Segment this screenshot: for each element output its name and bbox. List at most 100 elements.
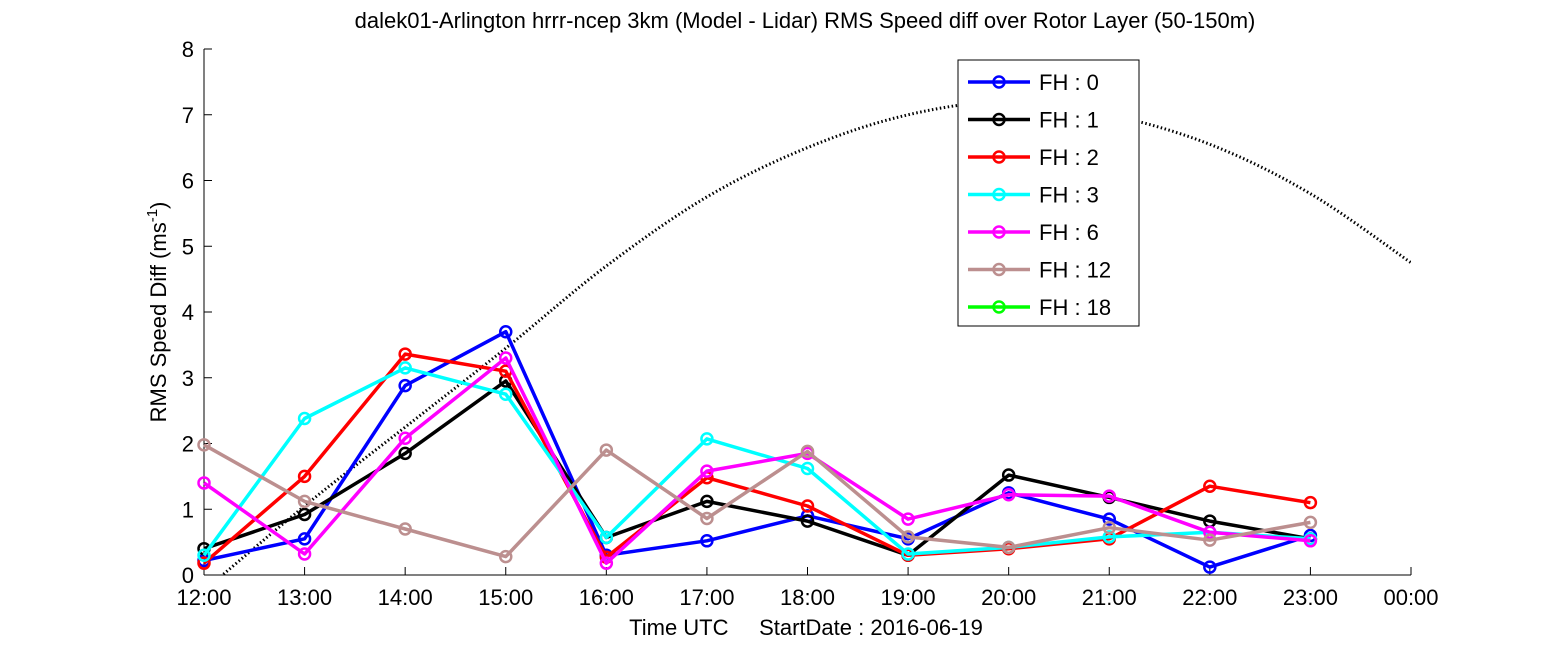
data-point — [1303, 534, 1318, 548]
data-point — [1303, 515, 1318, 530]
legend-entry: FH : 2 — [968, 145, 1099, 170]
data-point — [398, 361, 412, 375]
series-line — [202, 356, 1311, 565]
x-tick-label: 18:00 — [780, 585, 835, 610]
data-point — [1203, 560, 1217, 574]
data-point — [1203, 525, 1217, 540]
x-tick-label: 20:00 — [981, 585, 1036, 610]
legend-label: FH : 1 — [1039, 108, 1099, 133]
data-point — [1001, 488, 1016, 502]
legend-entry: FH : 12 — [968, 258, 1111, 283]
data-point — [1102, 530, 1116, 544]
y-tick-label: 6 — [182, 169, 194, 194]
data-point — [800, 499, 815, 513]
plot-area — [203, 49, 1411, 576]
y-tick-label: 0 — [182, 563, 194, 588]
legend-swatch-marker — [992, 187, 1006, 202]
data-point — [1001, 468, 1016, 482]
legend-entry: FH : 0 — [968, 70, 1099, 95]
data-point — [599, 556, 614, 570]
data-point — [700, 534, 714, 548]
x-tick-label: 16:00 — [579, 585, 634, 610]
legend-entry: FH : 6 — [968, 220, 1099, 245]
x-tick-label: 12:00 — [176, 585, 231, 610]
x-axis-ticks: 12:00 13:00 14:00 15:00 16:00 17:00 18:00 19:00… — [176, 567, 1439, 610]
data-point — [700, 464, 714, 478]
y-tick-label: 1 — [182, 497, 194, 522]
data-point — [1102, 520, 1116, 535]
x-tick-label: 22:00 — [1182, 585, 1237, 610]
data-point — [398, 378, 412, 393]
legend-label: FH : 2 — [1039, 145, 1099, 170]
data-point — [297, 411, 312, 426]
y-tick-label: 8 — [182, 37, 194, 62]
series-line — [203, 443, 1311, 559]
series-line — [203, 329, 1311, 569]
data-point — [800, 461, 815, 476]
y-tick-label: 7 — [182, 103, 194, 128]
data-point — [197, 548, 211, 563]
x-tick-label: 21:00 — [1082, 585, 1137, 610]
data-point — [499, 387, 513, 401]
legend-label: FH : 0 — [1039, 70, 1099, 95]
data-point — [599, 443, 614, 457]
series-layer — [197, 324, 1318, 574]
y-tick-label: 2 — [182, 432, 194, 457]
data-point — [800, 514, 815, 528]
data-point — [197, 476, 211, 490]
data-point — [800, 444, 815, 459]
data-point — [398, 347, 412, 361]
legend-label: FH : 3 — [1039, 183, 1099, 208]
legend-swatch-marker — [992, 262, 1006, 277]
legend-label: FH : 12 — [1039, 258, 1111, 283]
legend-swatch-marker — [992, 300, 1006, 314]
legend-entry: FH : 1 — [968, 108, 1099, 133]
data-point — [297, 532, 312, 546]
x-tick-label: 17:00 — [679, 585, 734, 610]
data-point — [700, 432, 714, 446]
legend-entry: FH : 3 — [968, 183, 1099, 208]
data-point — [1203, 533, 1217, 547]
data-point — [297, 469, 312, 484]
data-point — [1102, 512, 1116, 526]
data-point — [398, 522, 412, 536]
x-tick-label: 00:00 — [1383, 585, 1438, 610]
data-point — [297, 547, 312, 561]
y-axis-ticks: 0 1 2 3 4 5 6 7 8 — [182, 37, 212, 588]
reference-curve-path — [220, 100, 1411, 575]
series-line — [202, 366, 1311, 557]
x-tick-label: 14:00 — [378, 585, 433, 610]
legend-swatch-marker — [992, 75, 1006, 89]
legend-swatch-marker — [992, 225, 1006, 239]
data-point — [398, 446, 412, 461]
legend: FH : 0 FH : 1 FH : 2 FH : 3 FH : 6 FH : 12 FH … — [957, 59, 1140, 327]
data-point — [1102, 489, 1116, 503]
data-point — [499, 324, 513, 339]
x-tick-label: 15:00 — [478, 585, 533, 610]
data-point — [197, 438, 211, 452]
legend-label: FH : 6 — [1039, 220, 1099, 245]
legend-entry: FH : 18 — [968, 295, 1111, 320]
data-point — [700, 511, 714, 526]
data-point — [297, 494, 312, 509]
y-axis-label: RMS Speed Diff (ms-1) — [144, 202, 171, 423]
series-fh-12 — [197, 438, 1318, 564]
x-tick-label: 13:00 — [277, 585, 332, 610]
data-point — [499, 351, 513, 365]
y-axis-label-main: RMS Speed Diff (ms — [146, 222, 171, 422]
data-point — [1303, 495, 1318, 510]
data-point — [499, 549, 513, 564]
y-tick-label: 5 — [182, 234, 194, 259]
data-point — [901, 512, 915, 526]
y-axis-label-superscript: -1 — [144, 209, 161, 222]
data-point — [901, 530, 915, 544]
data-point — [901, 547, 915, 561]
legend-label: FH : 18 — [1039, 295, 1111, 320]
x-tick-label: 23:00 — [1283, 585, 1338, 610]
data-point — [297, 507, 312, 522]
reference-dotted-curve — [220, 100, 1411, 575]
y-axis-label-end: ) — [146, 202, 171, 209]
data-point — [599, 530, 614, 545]
data-point — [700, 494, 714, 509]
